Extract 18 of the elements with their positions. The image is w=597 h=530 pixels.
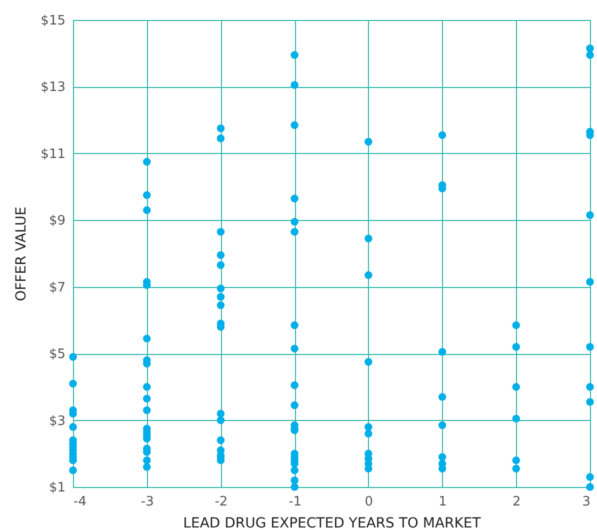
x-tick-label: -2 [214, 494, 228, 510]
y-tick-label: $15 [40, 14, 66, 28]
x-tick-label: -3 [140, 494, 154, 510]
x-tick-label: 3 [582, 494, 590, 510]
y-axis-title: OFFER VALUE [14, 206, 30, 302]
y-tick-label: $3 [48, 414, 66, 429]
x-axis-title: LEAD DRUG EXPECTED YEARS TO MARKET [183, 516, 482, 530]
y-tick-label: $13 [40, 80, 66, 96]
y-tick-label: $9 [48, 214, 66, 229]
y-tick-label: $11 [40, 146, 66, 162]
x-tick-label: 2 [512, 494, 521, 510]
y-tick-label: $1 [48, 480, 66, 496]
x-tick-label: -1 [288, 494, 302, 510]
x-tick-label: -4 [74, 494, 86, 510]
y-tick-label: $7 [48, 280, 66, 296]
y-tick-label: $5 [48, 347, 66, 362]
x-tick-label: 0 [364, 494, 374, 510]
x-tick-label: 1 [438, 494, 447, 510]
